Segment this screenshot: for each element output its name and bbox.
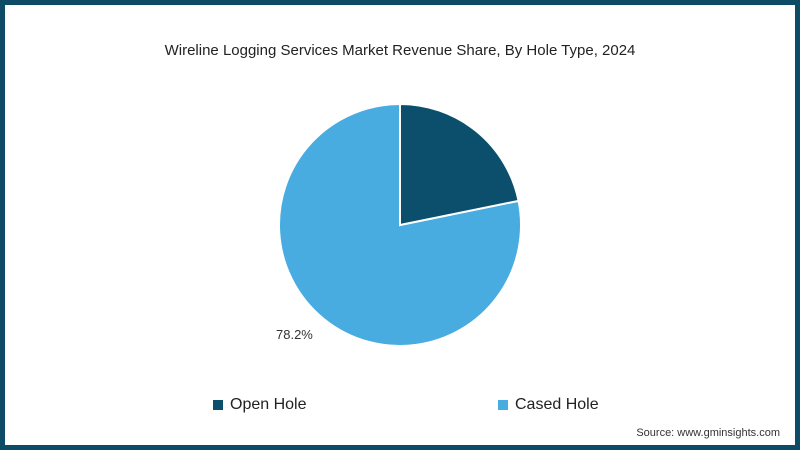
legend-item-open-hole[interactable]: Open Hole [213, 396, 307, 414]
legend-swatch-cased-hole [498, 400, 508, 410]
cased-hole-percent-label: 78.2% [276, 327, 313, 342]
legend-swatch-open-hole [213, 400, 223, 410]
pie-slice-open-hole[interactable] [399, 102, 520, 227]
legend-label-open-hole: Open Hole [230, 396, 307, 413]
chart-title: Wireline Logging Services Market Revenue… [164, 42, 636, 59]
source-credit: Source: www.gminsights.com [636, 427, 780, 439]
legend-label-cased-hole: Cased Hole [515, 396, 599, 413]
legend-item-cased-hole[interactable]: Cased Hole [498, 396, 599, 414]
